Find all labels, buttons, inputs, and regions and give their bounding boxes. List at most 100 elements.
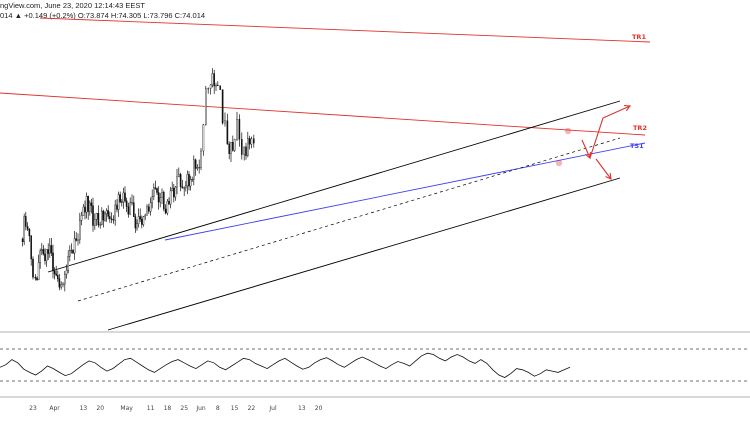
candle-body xyxy=(95,212,98,220)
candle-body xyxy=(240,139,243,155)
candle-body xyxy=(37,262,40,281)
channel-midline xyxy=(77,137,621,302)
candle-body xyxy=(78,220,81,241)
candle-body xyxy=(164,208,167,214)
candle-body xyxy=(137,216,140,224)
candle-body xyxy=(198,167,201,169)
candle-body xyxy=(200,150,202,168)
candle-body xyxy=(36,277,38,281)
candle-body xyxy=(120,201,123,203)
label-tr1: TR1 xyxy=(632,33,646,41)
candle-body xyxy=(127,206,130,215)
candle-body xyxy=(228,143,231,154)
candle-body xyxy=(30,235,33,260)
candle-body xyxy=(116,204,118,210)
candle-body xyxy=(245,146,247,156)
candle-body xyxy=(124,192,126,202)
candle-body xyxy=(42,249,45,255)
candle-body xyxy=(183,187,186,189)
candle-body xyxy=(134,216,137,229)
candle-body xyxy=(142,216,145,225)
x-tick-label: 20 xyxy=(315,405,323,412)
candle-body xyxy=(97,212,100,226)
candle-body xyxy=(85,196,88,213)
candle-body xyxy=(191,179,194,181)
candle-body xyxy=(221,89,224,124)
candle-body xyxy=(152,187,155,197)
x-tick-label: 13 xyxy=(80,405,88,412)
candle-body xyxy=(62,283,64,285)
candle-body xyxy=(139,216,142,220)
candle-body xyxy=(231,142,234,151)
candle-body xyxy=(252,138,255,144)
candle-body xyxy=(246,138,249,156)
trendline-tr1 xyxy=(39,17,651,43)
candle-body xyxy=(63,273,66,285)
candle-body xyxy=(211,73,214,86)
x-tick-label: Jul xyxy=(268,405,277,412)
candle-body xyxy=(44,253,46,261)
candle-body xyxy=(166,200,169,214)
candle-body xyxy=(58,278,61,288)
candle-body xyxy=(236,118,238,140)
candle-body xyxy=(25,216,27,227)
projection-arrowhead-down xyxy=(605,172,612,180)
oscillator-line xyxy=(0,352,571,378)
candle-body xyxy=(213,73,216,87)
candle-body xyxy=(162,192,165,210)
candle-body xyxy=(84,206,86,213)
candle-body xyxy=(192,159,195,180)
candle-body xyxy=(34,276,37,279)
candle-body xyxy=(104,213,106,221)
candle-body xyxy=(110,218,113,220)
channel-lower-line xyxy=(107,177,621,331)
candle-body xyxy=(50,245,53,254)
trendline-ts1 xyxy=(164,142,646,241)
candle-body xyxy=(156,188,158,193)
candle-body xyxy=(73,238,76,254)
candle-body xyxy=(159,197,162,203)
candle-body xyxy=(219,85,222,90)
pivot-low-marker xyxy=(555,159,563,167)
candle-body xyxy=(226,120,229,145)
candle-body xyxy=(181,186,184,189)
candle-body xyxy=(174,186,177,198)
candle-body xyxy=(122,192,125,203)
x-tick-label: 18 xyxy=(164,405,172,412)
candle-body xyxy=(125,200,128,207)
candle-body xyxy=(179,174,182,188)
candle-body xyxy=(92,205,94,226)
x-tick-label: 8 xyxy=(216,405,220,412)
candle-body xyxy=(169,190,172,205)
candle-body xyxy=(140,218,143,225)
candle-body xyxy=(172,188,175,198)
candle-body xyxy=(224,120,226,124)
candle-body xyxy=(47,249,49,254)
candle-body xyxy=(209,84,212,89)
candle-body xyxy=(108,216,111,220)
candle-body xyxy=(67,256,69,271)
candle-body xyxy=(176,176,178,188)
candle-body xyxy=(177,174,180,178)
candle-body xyxy=(49,245,51,254)
candle-body xyxy=(21,238,24,242)
x-tick-label: 23 xyxy=(29,405,37,412)
candle-body xyxy=(233,139,236,151)
candle-body xyxy=(250,138,253,145)
candle-body xyxy=(72,250,74,254)
x-tick-label: 20 xyxy=(96,405,104,412)
candle-body xyxy=(216,84,219,86)
candle-body xyxy=(39,250,41,263)
candle-body xyxy=(82,206,85,216)
trendline-tr2 xyxy=(0,92,646,136)
candle-body xyxy=(151,196,154,204)
x-tick-label: 22 xyxy=(248,405,256,412)
candle-body xyxy=(131,202,133,204)
candle-body xyxy=(102,210,105,221)
candle-body xyxy=(68,250,71,257)
candle-body xyxy=(114,204,116,221)
candle-body xyxy=(32,258,34,278)
projection-arrowhead-dip xyxy=(584,151,592,160)
x-tick-label: Jun xyxy=(195,405,206,412)
